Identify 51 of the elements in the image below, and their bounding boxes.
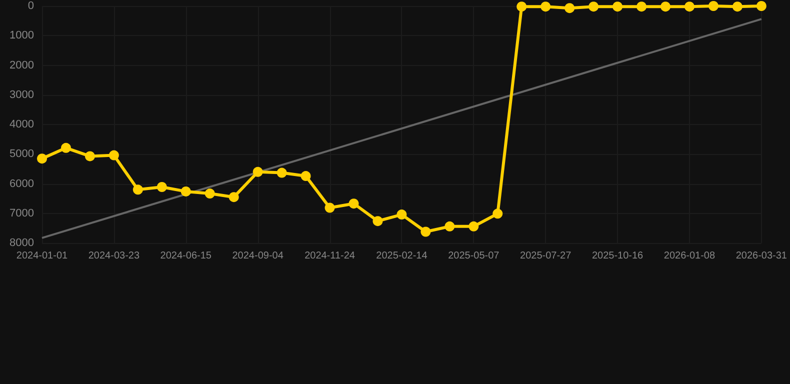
point [564,3,575,14]
x-tick-label: 2024-06-15 [160,250,212,262]
x-tick-label: 2026-01-08 [664,250,716,262]
x-tick-label: 2025-10-16 [592,250,644,262]
point [636,2,647,12]
y-tick-label: 0 [28,0,34,12]
y-tick-label: 8000 [10,237,34,249]
point [588,2,599,12]
point [156,182,167,192]
point [372,216,383,226]
x-tick-label: 2025-02-14 [376,250,428,262]
point [132,184,143,195]
point [276,168,287,178]
point [684,2,694,12]
point [108,150,119,160]
y-tick-label: 3000 [10,88,34,101]
point [37,154,47,164]
point [468,221,479,232]
x-tick-label: 2024-11-24 [304,250,356,262]
point [516,2,527,12]
y-tick-label: 4000 [10,118,34,130]
x-tick-label: 2025-05-07 [448,250,500,262]
x-tick-label: 2024-01-01 [16,250,68,262]
y-tick-label: 1000 [10,30,34,42]
point [180,186,191,196]
point [348,198,359,209]
point [612,2,623,12]
point [756,1,766,11]
y-tick-label: 6000 [10,178,34,190]
x-tick-label: 2025-07-27 [520,250,572,262]
point [324,202,335,213]
point [444,221,455,232]
point [300,171,311,182]
point [492,208,503,219]
x-tick-label: 2024-09-04 [232,250,284,262]
point [708,1,718,11]
point [420,226,431,237]
point [396,210,407,220]
point [660,2,670,12]
point [732,2,742,12]
y-tick-label: 7000 [10,207,34,220]
y-tick-label: 2000 [10,59,34,72]
point [60,142,71,153]
point [540,2,551,12]
y-tick-label: 5000 [10,148,34,160]
x-tick-label: 2024-03-23 [88,250,140,262]
point [228,192,239,202]
point [84,151,95,162]
x-tick-label: 2026-03-31 [736,250,788,262]
point [252,166,263,177]
point [204,188,215,199]
